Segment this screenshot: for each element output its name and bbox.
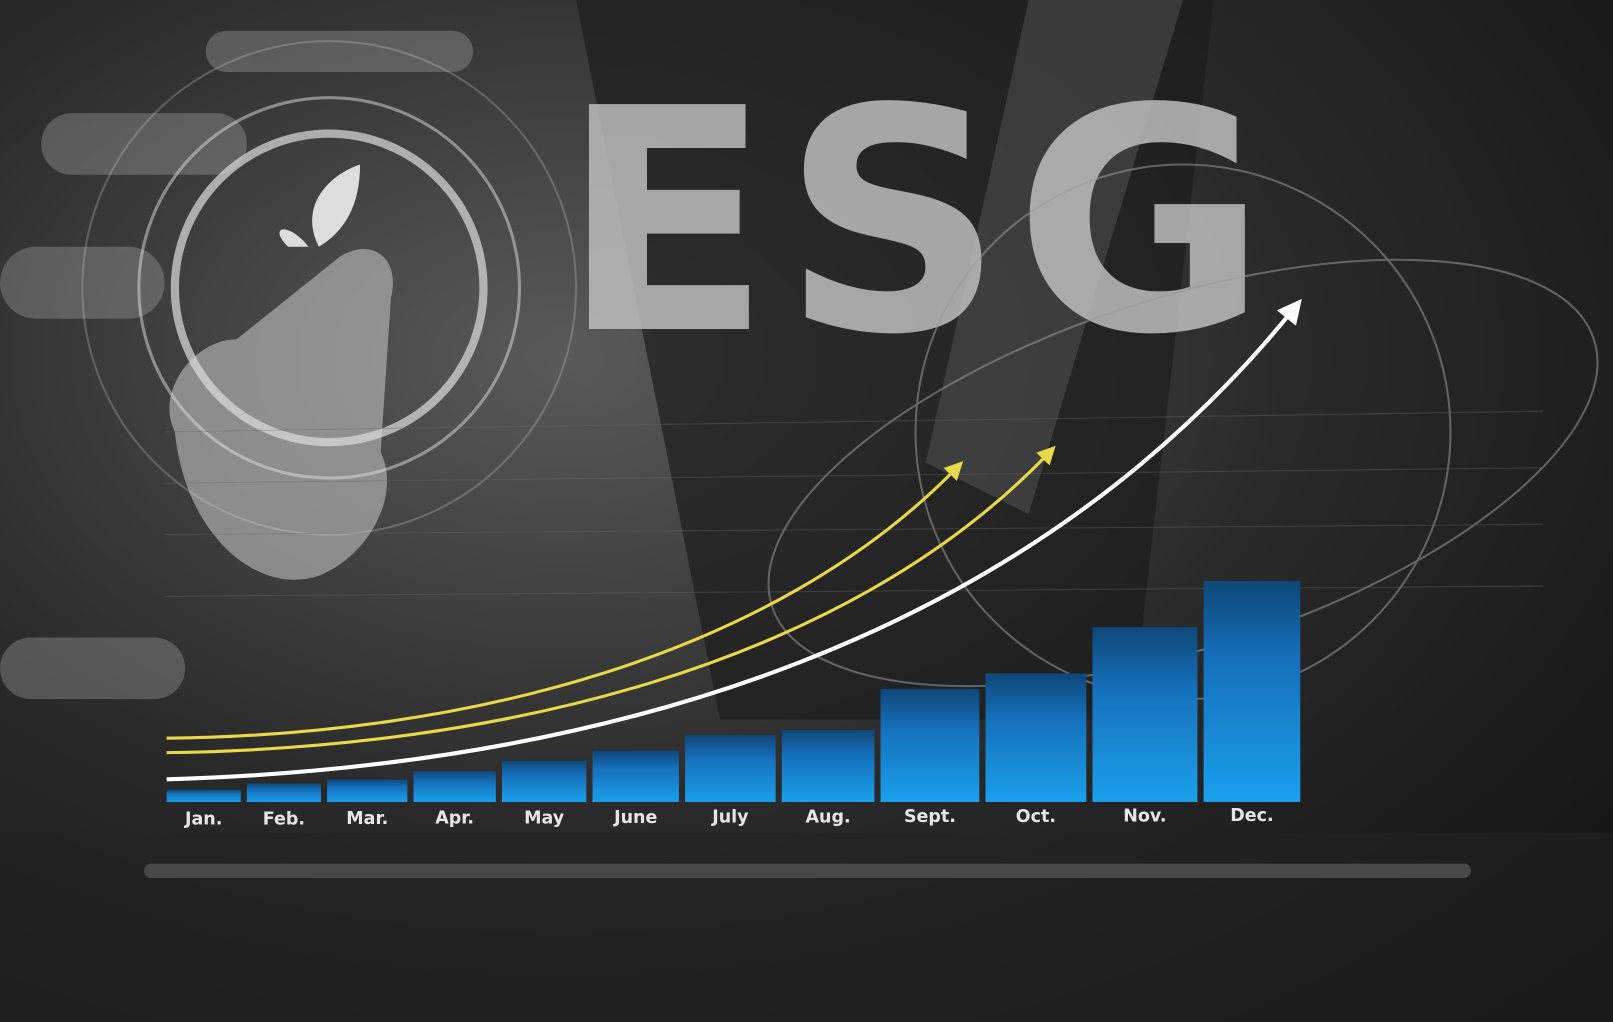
x-tick-label: Dec. (1230, 806, 1273, 826)
x-tick-label: Sept. (904, 807, 956, 827)
trend-arrow (166, 461, 964, 740)
foreground (0, 832, 1613, 1022)
leaf (279, 164, 361, 247)
bar (880, 688, 980, 802)
bar-chart: Jan. Feb. Mar. Apr. May June July Aug. Sept. Oct.… (166, 580, 1301, 830)
hand (169, 248, 393, 580)
bar (1203, 580, 1301, 802)
bar-glow (166, 789, 241, 802)
bar (781, 730, 875, 802)
bar-glow (985, 673, 1087, 802)
bar-glow (502, 760, 587, 802)
x-tick-label: Mar. (346, 809, 388, 829)
bar-glow (327, 779, 408, 802)
bar (413, 771, 496, 802)
x-tick-label: June (613, 808, 657, 828)
bar (985, 673, 1087, 802)
trend-arrow (166, 445, 1056, 755)
bar-glow (781, 730, 875, 802)
x-tick-label: May (524, 808, 565, 828)
esg-text: ESG (561, 43, 1278, 402)
icon-rings (81, 40, 578, 536)
bar-glow (880, 688, 980, 802)
bar (1092, 627, 1198, 802)
tie (925, 0, 1184, 515)
x-tick-label: Aug. (806, 807, 851, 827)
x-tick-label: Oct. (1016, 807, 1056, 827)
bar-glow (592, 750, 679, 802)
bar-glow (1092, 627, 1198, 802)
bar (592, 750, 679, 802)
x-tick-label: Jan. (184, 810, 222, 830)
x-tick-label: Apr. (435, 809, 474, 829)
bar (246, 783, 321, 802)
bokeh (0, 30, 474, 700)
trend-arrow (166, 298, 1302, 782)
bar (502, 760, 587, 802)
bar (166, 789, 241, 802)
bar-glow (1203, 580, 1301, 802)
bar (327, 779, 408, 802)
x-tick-label: Nov. (1123, 807, 1166, 827)
horizon-lines (164, 410, 1544, 597)
bar-glow (413, 771, 496, 802)
x-tick-label: Feb. (263, 809, 305, 829)
x-tick-label: July (711, 808, 749, 828)
bar (685, 735, 776, 802)
bar-glow (685, 735, 776, 802)
bar-glow (246, 783, 321, 802)
